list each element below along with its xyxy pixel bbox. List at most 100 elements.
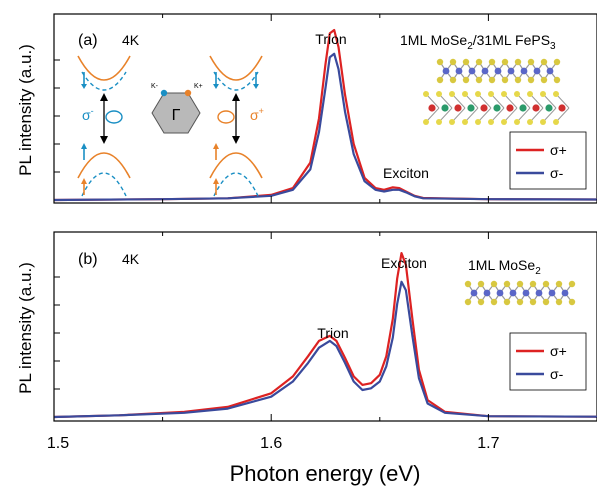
bond <box>529 93 544 109</box>
panel-b-peak-trion: Trion <box>317 325 348 341</box>
x-tick-label-1.6: 1.6 <box>260 435 282 452</box>
mo-atom <box>548 289 556 297</box>
s-atom <box>527 91 533 97</box>
bond <box>516 93 531 109</box>
bond <box>477 107 492 123</box>
left-conduction-band-dashed <box>81 71 127 91</box>
se-atom <box>503 298 511 306</box>
se-atom <box>503 280 511 288</box>
k-plus-point <box>184 89 192 97</box>
se-atom <box>449 58 457 66</box>
k-minus-label: K- <box>151 83 159 90</box>
fe-p-atom <box>545 104 553 112</box>
se-atom <box>490 280 498 288</box>
s-atom <box>527 119 533 125</box>
bond <box>425 107 440 123</box>
se-atom <box>527 76 535 84</box>
fe-p-atom <box>467 104 475 112</box>
panel-b-series <box>53 252 597 419</box>
s-atom <box>475 91 481 97</box>
panel-b-peak-exciton: Exciton <box>381 255 427 271</box>
panel-a-series-sigma-minus <box>53 52 597 202</box>
panel-a-label: (a) <box>78 32 98 49</box>
se-atom <box>568 298 576 306</box>
bond <box>464 107 479 123</box>
mo-atom <box>496 289 504 297</box>
panel-b-legend: σ+ σ- <box>509 332 587 391</box>
panel-b-temperature: 4K <box>122 251 140 267</box>
s-atom <box>423 91 429 97</box>
se-atom <box>555 280 563 288</box>
bond <box>503 93 518 109</box>
se-atom <box>490 298 498 306</box>
bond <box>464 93 479 109</box>
s-atom <box>462 91 468 97</box>
se-atom <box>501 58 509 66</box>
monolayer-crystal-illustration <box>464 280 576 306</box>
bond <box>477 93 492 109</box>
mo-atom <box>535 289 543 297</box>
se-atom <box>553 58 561 66</box>
s-atom <box>501 91 507 97</box>
s-atom <box>449 119 455 125</box>
se-atom <box>464 280 472 288</box>
mo-atom <box>509 289 517 297</box>
se-atom <box>464 298 472 306</box>
se-atom <box>449 76 457 84</box>
fe-p-atom <box>480 104 488 112</box>
heterostructure-crystal-illustration <box>423 58 570 125</box>
right-conduction-band-solid <box>209 55 263 81</box>
se-atom <box>542 298 550 306</box>
mo-atom <box>561 289 569 297</box>
mo-atom <box>481 67 489 75</box>
x-axis-label-text: Photon energy (eV) <box>230 461 421 486</box>
bond <box>503 107 518 123</box>
bond <box>542 107 557 123</box>
s-atom <box>514 91 520 97</box>
se-atom <box>540 76 548 84</box>
s-atom <box>488 91 494 97</box>
panel-b-series-sigma-plus <box>53 252 597 419</box>
right-valence-band-dashed <box>213 172 259 197</box>
left-conduction-band-solid <box>77 55 131 81</box>
bond <box>516 107 531 123</box>
bond <box>451 93 466 109</box>
x-tick-label-1.7: 1.7 <box>477 435 499 452</box>
s-atom <box>488 119 494 125</box>
s-atom <box>423 119 429 125</box>
s-atom <box>475 119 481 125</box>
fe-p-atom <box>428 104 436 112</box>
fe-p-atom <box>454 104 462 112</box>
inset-sigma-plus: σ+ <box>250 106 264 123</box>
s-atom <box>436 91 442 97</box>
se-atom <box>436 76 444 84</box>
s-atom <box>449 91 455 97</box>
bond <box>438 93 453 109</box>
mo-atom <box>507 67 515 75</box>
s-atom <box>501 119 507 125</box>
right-conduction-band-dashed <box>213 71 259 91</box>
mo-atom <box>468 67 476 75</box>
panel-a-temperature: 4K <box>122 32 140 48</box>
bond <box>542 93 557 109</box>
bond <box>438 107 453 123</box>
k-plus-label: K+ <box>194 83 203 90</box>
y-axis-label-a: PL intensity (a.u.) <box>16 44 35 176</box>
se-atom <box>475 58 483 66</box>
s-atom <box>514 119 520 125</box>
band-diagram-inset: σ- K- K+ Γ σ+ <box>77 55 264 197</box>
axis-ticks <box>53 14 597 421</box>
se-atom <box>462 76 470 84</box>
se-atom <box>529 298 537 306</box>
se-atom <box>516 298 524 306</box>
panel-a-frame <box>53 13 597 204</box>
mo-atom <box>494 67 502 75</box>
se-atom <box>516 280 524 288</box>
se-atom <box>477 280 485 288</box>
se-atom <box>477 298 485 306</box>
left-valence-band-dashed <box>81 172 127 197</box>
se-atom <box>514 58 522 66</box>
s-atom <box>553 91 559 97</box>
panel-b-series-sigma-minus <box>53 280 597 419</box>
s-atom <box>553 119 559 125</box>
